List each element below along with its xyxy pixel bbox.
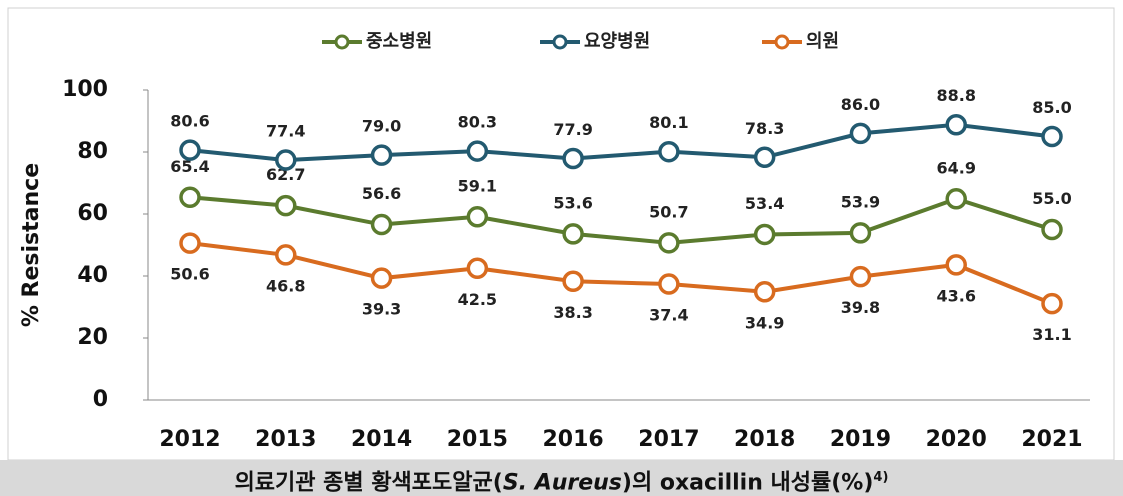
legend-label: 중소병원 [366,31,432,52]
data-label: 77.4 [266,122,305,141]
x-tick-label: 2018 [734,427,795,452]
data-point [275,149,297,171]
data-label: 56.6 [362,184,401,203]
data-label: 85.0 [1032,98,1071,117]
y-tick-label: 40 [77,263,108,288]
data-point [1041,292,1063,315]
data-point [275,244,297,266]
legend-marker [774,34,790,50]
data-label: 62.7 [266,165,305,184]
chart: % Resistance 0 20 40 60 80 100 2012 2013 2014 201… [7,7,1115,461]
data-point [370,213,393,236]
caption: 의료기관 종별 황색포도알균(S. Aureus)의 oxacillin 내성률… [0,460,1123,496]
data-label: 78.3 [745,119,784,138]
data-point [945,188,967,210]
data-label: 86.0 [841,95,880,114]
data-label: 53.9 [841,192,880,211]
data-point [945,113,967,136]
data-label: 55.0 [1032,189,1071,208]
x-tick-label: 2012 [159,427,220,452]
data-point [753,223,776,246]
x-tick-label: 2017 [638,427,699,452]
data-label: 59.1 [458,176,497,195]
x-tick-label: 2016 [542,427,603,452]
data-label: 79.0 [362,117,401,136]
legend-marker [334,34,350,50]
data-point [562,223,584,245]
caption-text: )의 oxacillin 내성률(%) [621,470,874,496]
data-label: 31.1 [1032,325,1071,344]
legend-label: 의원 [806,31,839,52]
data-point [658,140,680,163]
data-point [466,206,489,228]
data-label: 53.4 [745,194,784,213]
data-point [849,265,872,288]
data-point [658,232,680,254]
data-point [275,194,297,217]
y-tick-label: 100 [62,77,108,102]
series-line [189,241,1053,306]
data-label: 80.1 [649,113,688,132]
data-point [849,122,872,145]
caption-superscript: 4) [873,470,889,485]
data-label: 50.7 [649,202,688,221]
caption-text: 의료기관 종별 황색포도알균( [234,470,503,496]
data-label: 77.9 [553,120,592,139]
data-label: 46.8 [266,276,305,295]
x-tick-label: 2019 [830,427,891,452]
data-label: 39.3 [362,300,401,319]
data-point [370,267,393,289]
y-tick-label: 20 [77,325,108,350]
data-point [179,139,201,161]
data-point [370,144,393,166]
y-axis-label: % Resistance [19,163,44,327]
data-point [1041,218,1063,241]
x-tick-label: 2015 [447,427,508,452]
y-tick-label: 80 [77,139,108,164]
data-label: 64.9 [936,158,975,177]
legend-label: 요양병원 [584,31,650,52]
data-point [466,257,489,279]
caption-italic: S. Aureus [502,470,622,496]
data-point [753,146,776,169]
data-label: 42.5 [458,290,497,309]
legend-marker [552,34,568,50]
data-point [562,147,584,170]
data-label: 65.4 [170,157,209,176]
data-point [945,254,967,276]
data-label: 43.6 [936,286,975,305]
data-point [179,232,201,254]
data-label: 37.4 [649,306,688,325]
x-tick-label: 2013 [255,427,316,452]
data-point [849,222,872,244]
data-point [753,281,776,303]
data-label: 50.6 [170,265,209,284]
series-line [189,122,1053,163]
series-line [189,195,1053,245]
data-label: 38.3 [553,303,592,322]
data-label: 88.8 [936,86,975,105]
data-point [179,186,201,209]
chart-frame [7,7,1115,461]
data-point [658,273,680,295]
x-tick-label: 2020 [926,427,987,452]
data-label: 80.3 [458,113,497,132]
y-tick-label: 0 [93,387,108,412]
x-tick-label: 2021 [1021,427,1082,452]
y-tick-label: 60 [77,201,108,226]
data-label: 34.9 [745,313,784,332]
data-label: 53.6 [553,193,592,212]
data-point [562,270,584,293]
x-tick-label: 2014 [351,427,412,452]
data-label: 80.6 [170,112,209,131]
data-point [1041,125,1063,148]
data-label: 39.8 [841,298,880,317]
data-point [466,140,489,162]
